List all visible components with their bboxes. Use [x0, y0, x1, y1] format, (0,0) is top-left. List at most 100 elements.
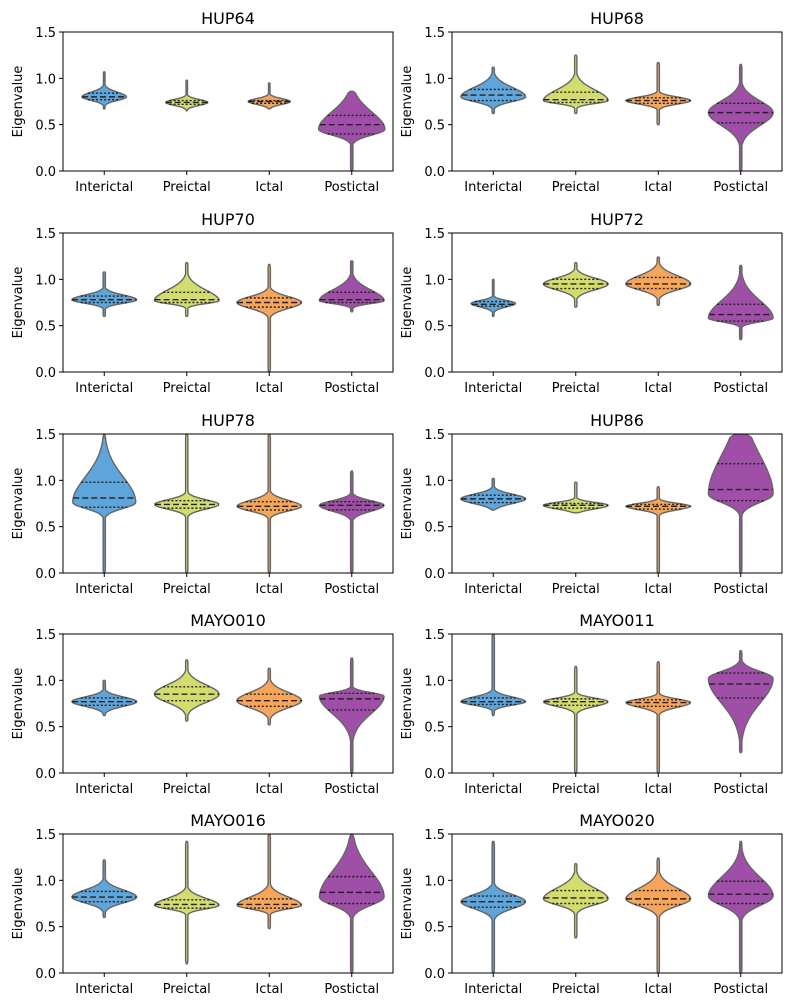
panel-mayo020: MAYO020 Eigenvalue 0.0 0.5 1.0 1.5 Interictal P…: [400, 811, 783, 997]
violin-preictal: [542, 261, 609, 308]
y-tick-label: 0.0: [35, 967, 56, 982]
y-axis-label: Eigenvalue: [400, 267, 415, 339]
x-tick-label: Interictal: [464, 982, 522, 997]
x-tick-label: Ictal: [255, 582, 283, 597]
x-tick-label: Postictal: [713, 582, 768, 597]
y-tick-label: 1.5: [35, 26, 56, 41]
x-tick-label: Postictal: [324, 180, 379, 195]
x-tick-label: Ictal: [255, 381, 283, 396]
x-tick-label: Postictal: [713, 180, 768, 195]
violins-group: [71, 834, 385, 973]
violins-group: [81, 71, 386, 171]
x-tick-label: Ictal: [644, 381, 672, 396]
violins-group: [460, 840, 774, 973]
y-tick-label: 0.0: [35, 165, 56, 180]
panel-hup64: HUP64 Eigenvalue 0.0 0.5 1.0 1.5 Interictal Pre…: [11, 9, 394, 195]
panel-title: MAYO020: [579, 811, 655, 830]
axes-frame: [451, 433, 783, 574]
x-tick-label: Interictal: [75, 381, 133, 396]
violins-group: [72, 434, 385, 573]
panel-title: HUP86: [590, 411, 644, 430]
violin-ictal: [625, 256, 692, 306]
y-tick-label: 0.5: [424, 921, 445, 936]
violin-interictal: [71, 679, 138, 717]
violin-ictal: [624, 61, 692, 126]
x-tick-label: Preictal: [163, 782, 211, 797]
x-tick-label: Interictal: [75, 982, 133, 997]
x-tick-label: Postictal: [324, 782, 379, 797]
panel-title: HUP78: [201, 411, 255, 430]
violin-preictal: [153, 261, 220, 318]
violin-interictal: [460, 634, 527, 717]
x-tick-label: Preictal: [163, 582, 211, 597]
violin-ictal: [236, 434, 302, 573]
x-tick-label: Postictal: [324, 982, 379, 997]
panel-mayo010: MAYO010 Eigenvalue 0.0 0.5 1.0 1.5 Interictal P…: [11, 611, 394, 797]
x-tick-label: Ictal: [644, 582, 672, 597]
x-tick-label: Interictal: [464, 381, 522, 396]
y-tick-label: 0.5: [35, 521, 56, 536]
x-tick-label: Interictal: [75, 180, 133, 195]
axes-frame: [62, 232, 394, 373]
x-tick-label: Interictal: [464, 180, 522, 195]
x-tick-label: Ictal: [255, 782, 283, 797]
y-axis-label: Eigenvalue: [11, 468, 26, 540]
y-tick-label: 0.5: [424, 320, 445, 335]
panel-mayo011: MAYO011 Eigenvalue 0.0 0.5 1.0 1.5 Interictal P…: [400, 611, 783, 797]
y-tick-label: 0.0: [424, 767, 445, 782]
y-tick-label: 0.0: [424, 366, 445, 381]
x-tick-label: Preictal: [552, 782, 600, 797]
violin-postictal: [318, 834, 385, 973]
y-tick-label: 0.5: [424, 119, 445, 134]
violin-postictal: [318, 657, 385, 773]
y-tick-label: 1.5: [35, 227, 56, 242]
x-tick-label: Ictal: [255, 982, 283, 997]
violins-group: [71, 260, 385, 372]
violin-preictal: [153, 659, 220, 722]
violin-postictal: [317, 90, 386, 171]
axes-frame: [451, 833, 783, 974]
violin-postictal: [318, 260, 385, 313]
violin-preictal: [164, 79, 209, 112]
violins-group: [460, 634, 774, 773]
violin-interictal: [71, 271, 138, 318]
y-tick-label: 1.5: [424, 428, 445, 443]
violin-interictal: [71, 859, 138, 919]
y-tick-label: 1.5: [35, 828, 56, 843]
violin-preictal: [153, 840, 220, 965]
violin-ictal: [236, 834, 303, 930]
y-axis-label: Eigenvalue: [400, 868, 415, 940]
y-axis-label: Eigenvalue: [11, 66, 26, 138]
y-tick-label: 1.0: [424, 474, 445, 489]
y-tick-label: 0.5: [35, 721, 56, 736]
y-tick-label: 0.0: [35, 366, 56, 381]
violin-interictal: [470, 278, 517, 318]
y-tick-label: 1.5: [35, 428, 56, 443]
x-tick-label: Preictal: [552, 982, 600, 997]
y-tick-label: 0.0: [424, 967, 445, 982]
y-tick-label: 1.0: [35, 874, 56, 889]
y-tick-label: 0.5: [424, 721, 445, 736]
y-tick-label: 0.5: [35, 921, 56, 936]
axes-frame: [451, 232, 783, 373]
violin-ictal: [236, 263, 303, 372]
y-tick-label: 1.5: [424, 628, 445, 643]
violin-preictal: [154, 434, 220, 573]
violin-ictal: [624, 486, 692, 573]
panel-title: MAYO016: [190, 811, 266, 830]
violin-interictal: [460, 477, 527, 511]
violin-postictal: [707, 63, 774, 171]
y-tick-label: 0.5: [35, 119, 56, 134]
x-tick-label: Preictal: [552, 381, 600, 396]
x-tick-label: Interictal: [75, 582, 133, 597]
x-tick-label: Interictal: [75, 782, 133, 797]
y-axis-label: Eigenvalue: [11, 267, 26, 339]
axes-frame: [62, 31, 394, 172]
y-tick-label: 1.0: [424, 72, 445, 87]
violin-ictal: [625, 857, 692, 973]
violin-postictal: [318, 470, 385, 573]
panel-title: HUP70: [201, 210, 255, 229]
panel-title: MAYO011: [579, 611, 655, 630]
y-tick-label: 0.5: [35, 320, 56, 335]
